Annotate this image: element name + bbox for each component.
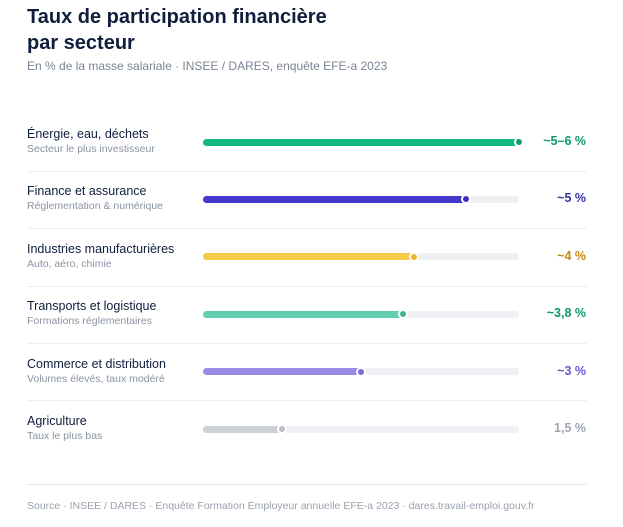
- category-label: Transports et logistique: [27, 299, 157, 314]
- source: Source · INSEE / DARES · Enquête Formati…: [27, 500, 535, 512]
- chart-title: Taux de participation financière par sec…: [27, 6, 327, 54]
- bar: [203, 425, 282, 433]
- category-description: Volumes élevés, taux modéré: [27, 372, 165, 385]
- track: [203, 366, 519, 377]
- bar-end-dot: [277, 424, 287, 434]
- value-label: ~5–6 %: [543, 134, 586, 148]
- category-label: Agriculture: [27, 414, 87, 428]
- category-description: Secteur le plus investisseur: [27, 143, 155, 155]
- divider: [27, 285, 587, 287]
- bar: [203, 310, 404, 318]
- track: [203, 194, 519, 205]
- track: [203, 424, 519, 434]
- track: [203, 309, 519, 320]
- category-label: Énergie, eau, déchets: [27, 127, 149, 141]
- category-description: Auto, aéro, chimie: [27, 257, 112, 270]
- bar: [203, 368, 361, 376]
- divider: [27, 170, 587, 172]
- category-label: Commerce et distribution: [27, 356, 166, 371]
- divider: [27, 228, 587, 230]
- track: [203, 137, 524, 147]
- bar: [203, 138, 519, 146]
- category-label: Finance et assurance: [27, 184, 147, 199]
- bar-end-dot: [408, 251, 419, 262]
- value-label: ~4 %: [557, 248, 586, 263]
- track: [203, 251, 519, 262]
- divider: [27, 484, 587, 485]
- category-label: Industries manufacturières: [27, 241, 175, 256]
- category-description: Réglementation & numérique: [27, 200, 163, 213]
- bar-end-dot: [356, 366, 366, 377]
- value-label: 1,5 %: [554, 421, 586, 435]
- category-description: Formations réglementaires: [27, 315, 152, 328]
- bar-end-dot: [514, 137, 524, 147]
- category-description: Taux le plus bas: [27, 430, 103, 442]
- bar-end-dot: [461, 194, 472, 205]
- value-label: ~5 %: [557, 191, 586, 206]
- divider: [27, 342, 587, 344]
- chart-subtitle: En % de la masse salariale · INSEE / DAR…: [27, 59, 388, 73]
- divider: [27, 400, 587, 402]
- bar: [203, 253, 414, 261]
- value-label: ~3 %: [557, 363, 586, 378]
- bar: [203, 195, 467, 203]
- bar-end-dot: [398, 309, 409, 320]
- value-label: ~3,8 %: [546, 306, 586, 321]
